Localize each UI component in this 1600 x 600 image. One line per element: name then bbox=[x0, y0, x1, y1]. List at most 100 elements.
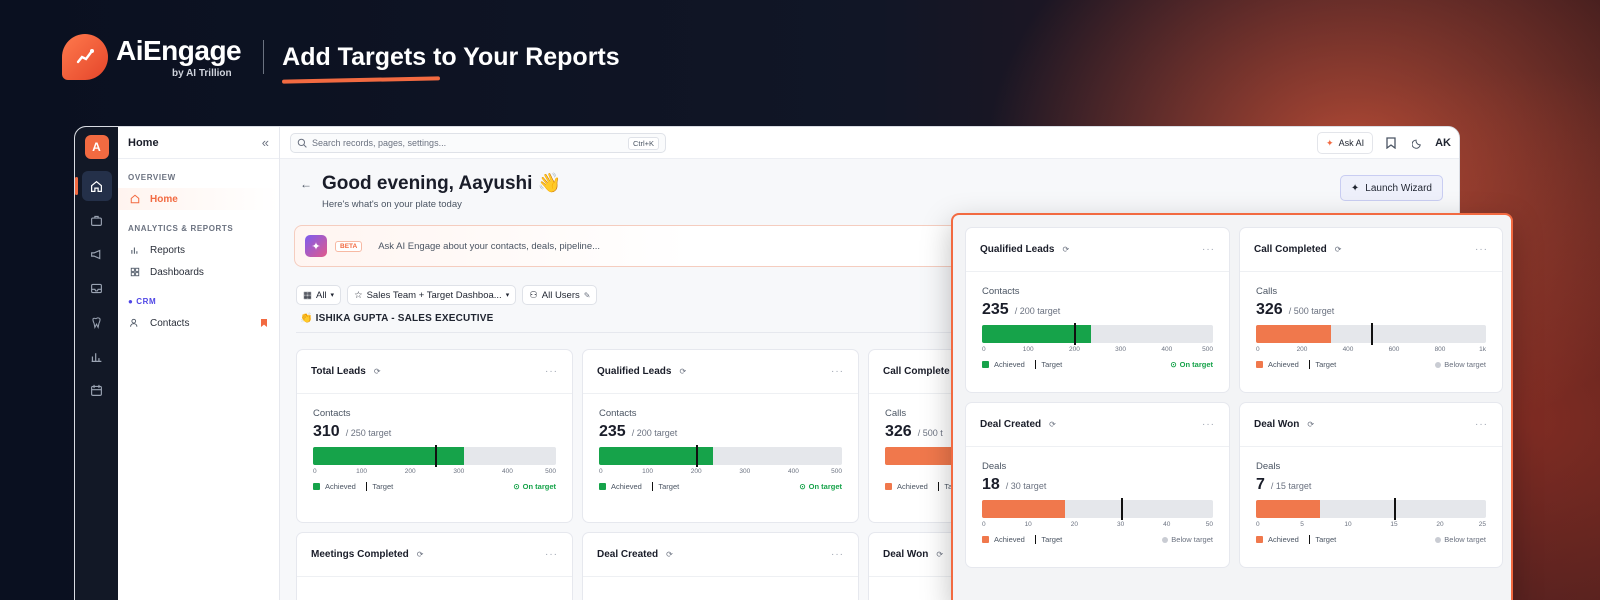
sidebar-item-reports[interactable]: Reports bbox=[118, 239, 279, 261]
legend-achieved: Achieved bbox=[897, 482, 928, 491]
tick-label: 200 bbox=[404, 468, 416, 475]
card-header: Qualified Leads ⟳ ··· bbox=[966, 228, 1229, 272]
status-label: Below target bbox=[1444, 360, 1486, 369]
sidebar-item-home[interactable]: Home bbox=[118, 188, 279, 210]
metric-card: Deal Won ⟳ ··· Deals 7 / 15 target 0 5 10 15 20 25 A… bbox=[1239, 402, 1503, 568]
aiengage-logo-icon bbox=[62, 34, 108, 80]
inbox-icon[interactable] bbox=[82, 273, 112, 303]
achieved-swatch bbox=[1256, 361, 1263, 368]
brand-divider bbox=[263, 40, 265, 74]
more-icon[interactable]: ··· bbox=[831, 549, 844, 560]
legend-achieved: Achieved bbox=[325, 482, 356, 491]
sidebar-item-label: Home bbox=[150, 193, 178, 205]
moon-icon[interactable] bbox=[1409, 135, 1425, 151]
metric-label: Contacts bbox=[599, 408, 637, 419]
card-body: Contacts 310 / 250 target 0 100 200 300 400 500 A… bbox=[297, 394, 572, 491]
megaphone-icon[interactable] bbox=[82, 239, 112, 269]
home-icon[interactable] bbox=[75, 171, 112, 201]
topbar-actions: ✦ Ask AI AK bbox=[1317, 132, 1451, 154]
sidebar-item-label: Reports bbox=[150, 244, 186, 256]
avatar[interactable]: AK bbox=[1435, 137, 1451, 149]
filter-all-dropdown[interactable]: ▦ All ▾ bbox=[296, 285, 342, 305]
legend-achieved: Achieved bbox=[994, 535, 1025, 544]
tick-label: 40 bbox=[1163, 521, 1171, 528]
ask-ai-button[interactable]: ✦ Ask AI bbox=[1317, 132, 1374, 154]
metric-label: Deals bbox=[982, 461, 1007, 472]
bar-chart-icon[interactable] bbox=[82, 341, 112, 371]
status-dot bbox=[1162, 536, 1169, 543]
sidebar-item-dashboards[interactable]: Dashboards bbox=[118, 261, 279, 283]
metric-value: 7 bbox=[1256, 476, 1265, 493]
beta-badge: BETA bbox=[335, 240, 363, 252]
calendar-icon[interactable] bbox=[82, 375, 112, 405]
status-badge: ⊙ On target bbox=[513, 482, 556, 491]
progress-track bbox=[1256, 498, 1486, 520]
refresh-icon[interactable]: ⟳ bbox=[1062, 245, 1070, 254]
target-swatch bbox=[1308, 535, 1311, 544]
tick-label: 30 bbox=[1116, 521, 1125, 528]
search-icon bbox=[297, 138, 307, 148]
metric-row: 235 / 200 target bbox=[599, 423, 842, 441]
refresh-icon[interactable]: ⟳ bbox=[936, 550, 944, 559]
more-icon[interactable]: ··· bbox=[545, 366, 558, 377]
tick-label: 400 bbox=[1342, 346, 1354, 353]
progress-fill bbox=[313, 447, 464, 465]
more-icon[interactable]: ··· bbox=[1475, 244, 1488, 255]
search-input[interactable]: Search records, pages, settings... Ctrl+… bbox=[290, 133, 666, 153]
refresh-icon[interactable]: ⟳ bbox=[1307, 420, 1315, 429]
refresh-icon[interactable]: ⟳ bbox=[1334, 245, 1342, 254]
bookmark-icon[interactable] bbox=[1383, 135, 1399, 151]
target-marker bbox=[1371, 323, 1373, 345]
tick-label: 200 bbox=[1296, 346, 1308, 353]
page-title: Good evening, Aayushi 👋 bbox=[322, 173, 562, 194]
axis-ticks: 0 5 10 15 20 25 bbox=[1256, 521, 1486, 533]
dashboard-select[interactable]: ☆ Sales Team + Target Dashboa... ▾ bbox=[347, 285, 517, 305]
status-dot bbox=[1435, 361, 1442, 368]
metric-card: Qualified Leads ⟳ ··· Contacts 235 / 200 targ… bbox=[965, 227, 1230, 393]
sidebar-item-label: Contacts bbox=[150, 317, 190, 329]
refresh-icon[interactable]: ⟳ bbox=[373, 367, 381, 376]
users-icon: ⚇ bbox=[529, 289, 538, 301]
refresh-icon[interactable]: ⟳ bbox=[666, 550, 673, 559]
legend-achieved: Achieved bbox=[994, 360, 1025, 369]
refresh-icon[interactable]: ⟳ bbox=[416, 550, 424, 559]
collapse-sidebar-button[interactable]: « bbox=[261, 135, 269, 150]
achieved-swatch bbox=[885, 483, 892, 490]
more-icon[interactable]: ··· bbox=[1202, 244, 1215, 255]
ask-ai-label: Ask AI bbox=[1338, 138, 1365, 148]
more-icon[interactable]: ··· bbox=[1202, 419, 1215, 430]
more-icon[interactable]: ··· bbox=[831, 366, 844, 377]
ask-ai-bar[interactable]: ✦ BETA Ask AI Engage about your contacts… bbox=[294, 225, 1014, 267]
target-swatch bbox=[1308, 360, 1311, 369]
status-label: On target bbox=[522, 482, 556, 491]
tick-label: 50 bbox=[1205, 521, 1213, 528]
tooth-icon[interactable] bbox=[82, 307, 112, 337]
more-icon[interactable]: ··· bbox=[1475, 419, 1488, 430]
legend: Achieved Target ⊙ On target bbox=[599, 482, 842, 491]
target-marker bbox=[1074, 323, 1077, 345]
progress-track bbox=[599, 445, 842, 467]
section-crm-label: CRM bbox=[136, 297, 157, 306]
target-marker bbox=[1120, 498, 1123, 520]
achieved-swatch bbox=[982, 361, 989, 368]
back-arrow-icon[interactable]: ← bbox=[300, 177, 312, 191]
briefcase-icon[interactable] bbox=[82, 205, 112, 235]
card-body: Contacts 235 / 200 target 0 100 200 300 400 500 A… bbox=[966, 272, 1229, 369]
sidebar-item-contacts[interactable]: Contacts bbox=[118, 312, 279, 334]
refresh-icon[interactable]: ⟳ bbox=[679, 367, 687, 376]
bar-chart-icon bbox=[130, 245, 144, 255]
tick-label: 100 bbox=[642, 468, 654, 475]
tick-label: 500 bbox=[1202, 346, 1213, 353]
card-title: Call Complete bbox=[883, 366, 950, 377]
refresh-icon[interactable]: ⟳ bbox=[1049, 420, 1056, 429]
sidebar: Home « OVERVIEW Home ANALYTICS & REPORTS… bbox=[118, 127, 280, 600]
launch-wizard-button[interactable]: ✦ Launch Wizard bbox=[1339, 175, 1443, 201]
status-label: On target bbox=[1179, 360, 1213, 369]
metric-row: 326 / 500 t bbox=[885, 423, 1128, 441]
app-logo[interactable]: A bbox=[84, 135, 109, 159]
users-filter[interactable]: ⚇ All Users ✎ bbox=[522, 285, 598, 305]
legend: Achieved Target Below target bbox=[1256, 360, 1486, 369]
filter-bar: ▦ All ▾ ☆ Sales Team + Target Dashboa...… bbox=[296, 285, 598, 305]
more-icon[interactable]: ··· bbox=[545, 549, 558, 560]
tick-label: 0 bbox=[982, 521, 986, 528]
